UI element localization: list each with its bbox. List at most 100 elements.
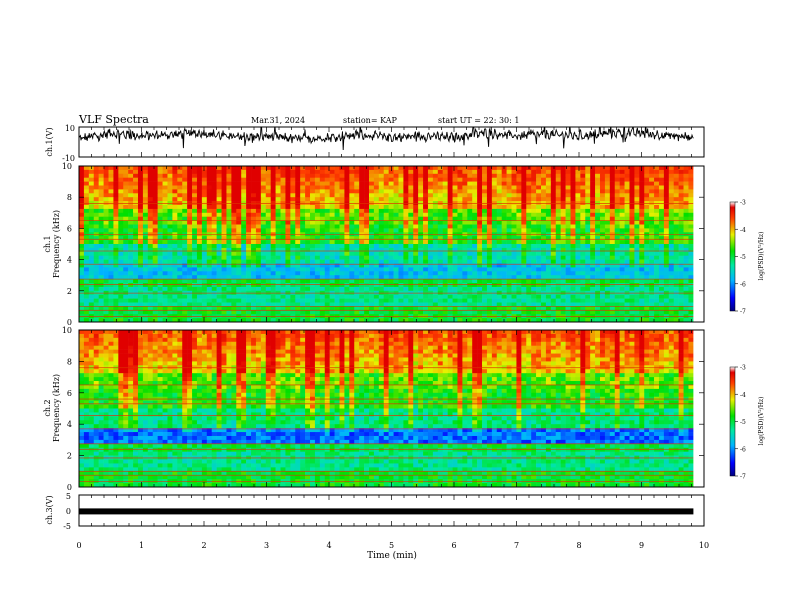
spectrogram-cell (423, 302, 429, 307)
spectrogram-cell (142, 240, 149, 245)
spectrogram-cell (423, 216, 429, 221)
spectrogram-cell (575, 166, 581, 171)
spectrogram-cell (462, 216, 468, 221)
spectrogram-cell (491, 298, 498, 303)
spectrogram-cell (423, 236, 429, 241)
spectrogram-cell (663, 267, 670, 272)
spectrogram-cell (388, 224, 394, 229)
spectrogram-cell (211, 189, 217, 194)
spectrogram-cell (83, 283, 90, 288)
spectrogram-cell (668, 236, 675, 241)
spectrogram-cell (314, 177, 321, 182)
spectrogram-cell (688, 251, 694, 256)
spectrogram-cell (560, 251, 566, 256)
spectrogram-cell (275, 247, 281, 253)
spectrogram-cell (364, 220, 370, 225)
spectrogram-cell (590, 283, 596, 288)
spectrogram-cell (93, 259, 99, 264)
spectrogram-cell (246, 173, 252, 178)
spectrogram-cell (447, 310, 453, 315)
spectrogram-cell (511, 247, 517, 253)
spectrogram-cell (432, 298, 439, 303)
spectrogram-cell (472, 208, 478, 214)
spectrogram-cell (206, 173, 212, 178)
spectrogram-cell (595, 181, 601, 186)
spectrogram-cell (447, 220, 453, 225)
spectrogram-cell (295, 212, 301, 217)
spectrogram-cell (79, 247, 85, 253)
spectrogram-cell (668, 216, 675, 221)
spectrogram-cell (187, 244, 193, 249)
spectrogram-cell (678, 275, 684, 280)
spectrogram-cell (324, 212, 330, 217)
spectrogram-cell (260, 279, 267, 284)
spectrogram-cell (521, 228, 527, 233)
spectrogram-cell (206, 189, 212, 194)
spectrogram-cell (437, 169, 444, 175)
spectrogram-cell (575, 298, 581, 303)
spectrogram-cell (418, 181, 424, 186)
spectrogram-cell (334, 263, 340, 268)
spectrogram-cell (634, 185, 640, 190)
spectrogram-cell (182, 263, 188, 268)
spectrogram-cell (162, 275, 168, 280)
spectrogram-cell (108, 220, 114, 225)
spectrogram-cell (639, 263, 645, 268)
spectrogram-cell (211, 279, 217, 284)
spectrogram-cell (339, 244, 345, 249)
spectrogram-cell (688, 267, 694, 272)
spectrogram-cell (516, 189, 522, 194)
spectrogram-cell (457, 240, 463, 245)
spectrogram-cell (359, 310, 365, 315)
spectrogram-cell (295, 193, 301, 198)
spectrogram-cell (427, 263, 434, 268)
spectrogram-cell (142, 298, 149, 303)
spectrogram-cell (142, 310, 149, 315)
spectrogram-cell (398, 212, 404, 217)
spectrogram-cell (305, 294, 311, 299)
spectrogram-cell (241, 244, 247, 249)
spectrogram-cell (545, 220, 552, 225)
spectrogram-cell (393, 224, 399, 229)
spectrogram-cell (221, 294, 227, 299)
spectrogram-cell (172, 197, 178, 202)
spectrogram-cell (585, 302, 591, 307)
spectrogram-cell (506, 216, 512, 221)
spectrogram-cell (418, 279, 424, 284)
spectrogram-cell (565, 247, 571, 253)
spectrogram-cell (142, 166, 149, 171)
spectrogram-cell (585, 173, 591, 178)
spectrogram-cell (354, 216, 360, 221)
spectrogram-cell (609, 263, 616, 268)
spectrogram-cell (506, 247, 512, 253)
spectrogram-cell (486, 279, 493, 284)
spectrogram-cell (241, 255, 247, 260)
spectrogram-cell (300, 197, 306, 202)
spectrogram-cell (639, 228, 645, 233)
spectrogram-cell (462, 302, 468, 307)
spectrogram-cell (398, 197, 404, 202)
spectrogram-cell (359, 267, 365, 272)
spectrogram-cell (270, 173, 276, 178)
spectrogram-cell (639, 244, 645, 249)
spectrogram-cell (545, 193, 552, 198)
spectrogram-cell (496, 212, 502, 217)
spectrogram-cell (182, 240, 188, 245)
spectrogram-cell (354, 236, 360, 241)
spectrogram-cell (167, 251, 173, 256)
spectrogram-cell (113, 267, 119, 272)
spectrogram-cell (206, 181, 212, 186)
spectrogram-cell (128, 240, 134, 245)
spectrogram-cell (658, 286, 665, 292)
spectrogram-cell (290, 181, 296, 186)
spectrogram-cell (118, 185, 124, 190)
spectrogram-cell (182, 275, 188, 280)
spectrogram-cell (172, 255, 178, 260)
spectrogram-cell (118, 263, 124, 268)
spectrogram-cell (118, 197, 124, 202)
spectrogram-cell (79, 181, 85, 186)
spectrogram-cell (575, 244, 581, 249)
spectrogram-cell (310, 263, 316, 268)
spectrogram-cell (378, 275, 385, 280)
spectrogram-cell (639, 271, 645, 276)
